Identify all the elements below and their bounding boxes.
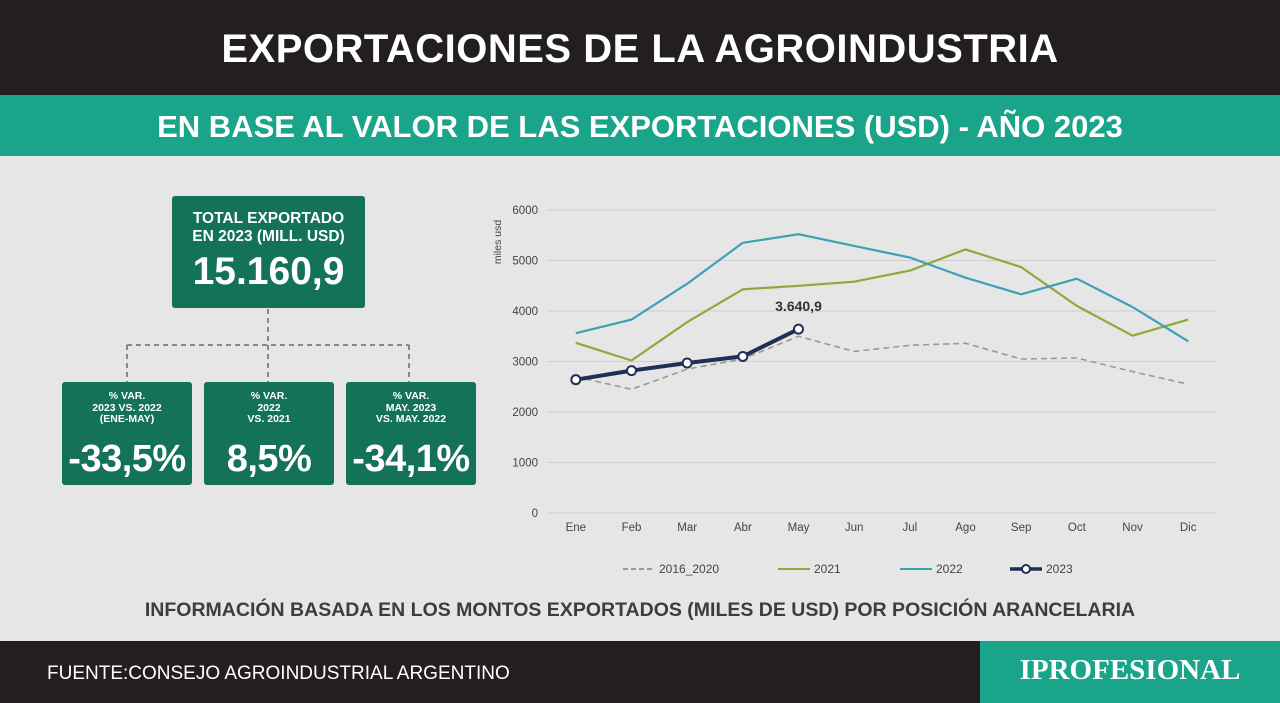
x-tick-label: Feb <box>622 522 642 534</box>
variation-label-line1: % VAR. <box>392 390 430 402</box>
variation-card-2022-vs-2021: % VAR. 2022 VS. 2021 8,5% <box>204 382 334 485</box>
y-axis-label: miles usd <box>492 220 504 265</box>
x-tick-label: May <box>788 522 810 534</box>
x-tick-label: Oct <box>1068 522 1087 534</box>
variation-label-line2: MAY. 2023 <box>385 401 437 414</box>
x-tick-label: Dic <box>1180 522 1197 534</box>
x-tick-label: Mar <box>677 522 697 534</box>
variation-label-line2: 2023 VS. 2022 <box>92 401 162 414</box>
variation-label-line3: VS. MAY. 2022 <box>375 413 447 425</box>
y-tick-label: 1000 <box>512 458 538 470</box>
page-subtitle: EN BASE AL VALOR DE LAS EXPORTACIONES (U… <box>157 109 1123 144</box>
total-label-line1: TOTAL EXPORTADO <box>192 210 345 227</box>
data-point-2023 <box>737 350 749 362</box>
variation-value: -33,5% <box>68 438 186 480</box>
legend-label: 2021 <box>814 562 841 576</box>
x-tick-label: Abr <box>734 522 752 534</box>
legend-label: 2016_2020 <box>659 562 719 576</box>
y-tick-label: 3000 <box>512 357 538 369</box>
variation-label-line3: (ENE-MAY) <box>99 413 155 425</box>
y-tick-label: 2000 <box>512 407 538 419</box>
title-banner: EXPORTACIONES DE LA AGROINDUSTRIA <box>0 0 1280 95</box>
total-exported-card: TOTAL EXPORTADO EN 2023 (MILL. USD) 15.1… <box>172 196 365 308</box>
variation-label-line1: % VAR. <box>108 390 146 402</box>
variation-card-may-2023-vs-may-2022: % VAR. MAY. 2023 VS. MAY. 2022 -34,1% <box>346 382 476 485</box>
brand-logo: IPROFESIONAL <box>1019 654 1241 686</box>
subtitle-banner: EN BASE AL VALOR DE LAS EXPORTACIONES (U… <box>0 95 1280 156</box>
series-line-2016_2020 <box>575 335 1189 391</box>
y-tick-label: 5000 <box>512 256 538 268</box>
variation-card-2023-vs-2022: % VAR. 2023 VS. 2022 (ENE-MAY) -33,5% <box>62 382 192 485</box>
legend-label: 2023 <box>1046 562 1073 576</box>
variation-label-line3: VS. 2021 <box>247 413 291 425</box>
total-label-line2: EN 2023 (MILL. USD) <box>192 228 345 245</box>
variation-value: -34,1% <box>352 438 470 480</box>
data-label: 3.640,9 <box>775 298 822 314</box>
variation-value: 8,5% <box>226 438 312 480</box>
x-tick-label: Jul <box>902 522 917 534</box>
x-tick-label: Nov <box>1122 522 1143 534</box>
total-value: 15.160,9 <box>192 250 345 293</box>
y-tick-label: 0 <box>532 508 538 520</box>
data-point-2023 <box>793 323 804 335</box>
brand-box: IPROFESIONAL <box>980 641 1280 703</box>
variation-label-line1: % VAR. <box>250 390 288 402</box>
data-point-2023 <box>570 374 582 386</box>
series-line-2022 <box>575 233 1189 343</box>
data-point-2023 <box>681 357 693 369</box>
legend-label: 2022 <box>936 562 963 576</box>
x-tick-label: Ene <box>566 522 586 534</box>
exports-line-chart: 0 1000 2000 3000 4000 5000 6000 miles usd Ene Feb… <box>492 205 1216 576</box>
x-tick-label: Jun <box>845 522 864 534</box>
y-tick-label: 6000 <box>512 205 538 217</box>
variation-label-line2: 2022 <box>257 401 281 414</box>
y-tick-label: 4000 <box>512 306 538 318</box>
legend-marker <box>1021 564 1031 574</box>
page-title: EXPORTACIONES DE LA AGROINDUSTRIA <box>221 27 1059 71</box>
source-text: FUENTE:CONSEJO AGROINDUSTRIAL ARGENTINO <box>47 663 510 684</box>
x-tick-label: Ago <box>955 522 975 534</box>
series-line-2021 <box>575 248 1189 362</box>
info-note: INFORMACIÓN BASADA EN LOS MONTOS EXPORTA… <box>144 599 1136 621</box>
data-point-2023 <box>626 365 637 377</box>
footer-bar: FUENTE:CONSEJO AGROINDUSTRIAL ARGENTINO <box>0 641 980 703</box>
x-tick-label: Sep <box>1011 522 1031 534</box>
